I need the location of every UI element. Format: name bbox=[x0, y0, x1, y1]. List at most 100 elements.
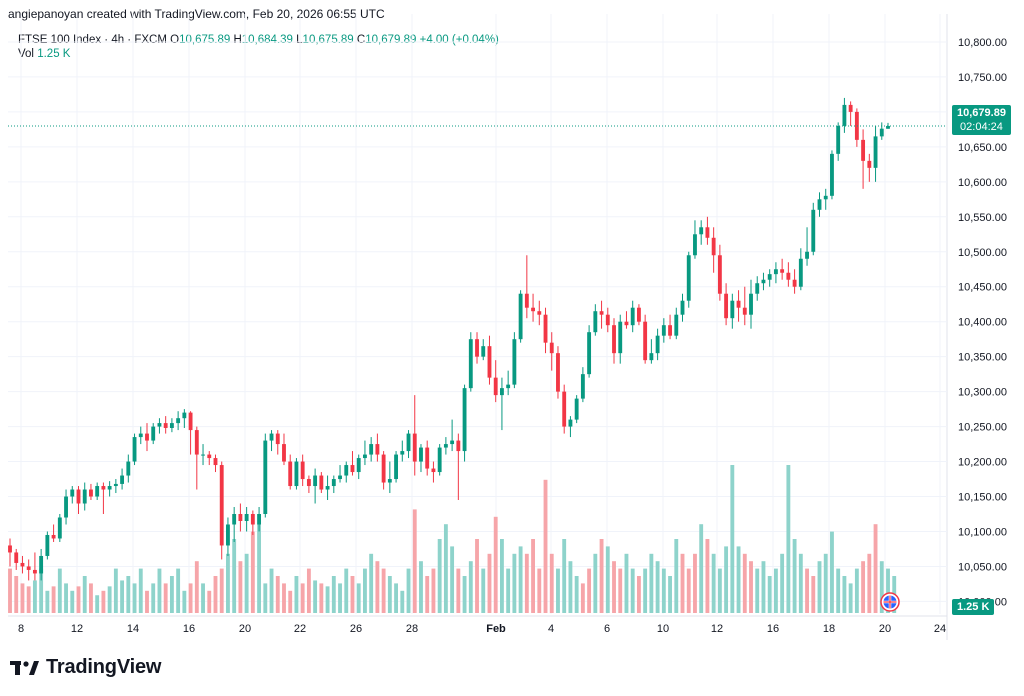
candle-body bbox=[481, 346, 486, 357]
volume-bar bbox=[188, 583, 193, 613]
volume-bar bbox=[437, 539, 442, 613]
volume-bar bbox=[618, 568, 623, 613]
y-tick-label: 10,650.00 bbox=[958, 142, 1007, 154]
y-tick-label: 10,750.00 bbox=[958, 72, 1007, 84]
volume-bar bbox=[14, 576, 19, 613]
volume-bar bbox=[288, 590, 293, 613]
volume-bar bbox=[57, 568, 62, 613]
volume-bar bbox=[257, 524, 262, 613]
candle-body bbox=[64, 496, 68, 518]
volume-bar bbox=[363, 568, 367, 613]
volume-bar bbox=[524, 553, 529, 613]
volume-bar bbox=[126, 576, 131, 613]
volume-bar bbox=[300, 583, 305, 613]
candle-body bbox=[176, 418, 181, 424]
volume-bar bbox=[823, 553, 828, 613]
candle-body bbox=[45, 534, 50, 556]
volume-bar bbox=[686, 568, 691, 613]
brand-name: TradingView bbox=[46, 656, 162, 678]
y-tick-label: 10,150.00 bbox=[958, 492, 1007, 504]
ohlc-legend: FTSE 100 Index · 4h · FXCM O10,675.89 H1… bbox=[18, 32, 499, 48]
volume-bar bbox=[275, 576, 280, 613]
volume-bar bbox=[668, 576, 672, 613]
volume-bar bbox=[76, 586, 81, 613]
volume-bar bbox=[39, 568, 44, 613]
candle-body bbox=[562, 391, 567, 427]
candle-body bbox=[145, 433, 149, 441]
symbol-label[interactable]: FTSE 100 Index · 4h · FXCM bbox=[18, 34, 167, 46]
x-tick-label: 16 bbox=[183, 623, 195, 635]
candle-body bbox=[867, 160, 872, 168]
volume-bar bbox=[325, 586, 330, 613]
volume-bar bbox=[605, 546, 610, 613]
candle-body bbox=[724, 293, 729, 319]
candle-body bbox=[574, 398, 579, 420]
volume-bar bbox=[51, 586, 56, 613]
candle-body bbox=[400, 451, 405, 455]
candle-body bbox=[711, 237, 716, 256]
candle-body bbox=[163, 423, 168, 428]
footer-logo[interactable]: TradingView bbox=[10, 656, 161, 679]
candle-body bbox=[805, 251, 809, 259]
candle-body bbox=[699, 227, 704, 235]
volume-bar bbox=[580, 583, 585, 613]
volume-bar bbox=[419, 561, 423, 613]
candle-body bbox=[493, 377, 498, 396]
candle-body bbox=[250, 514, 255, 525]
candle-body bbox=[618, 321, 623, 354]
candle-body bbox=[282, 444, 286, 462]
volume-bar bbox=[811, 576, 816, 613]
candle-body bbox=[593, 311, 598, 333]
candle-body bbox=[14, 552, 19, 563]
volume-bar bbox=[705, 539, 710, 613]
candle-body bbox=[736, 300, 741, 308]
volume-bar bbox=[680, 553, 685, 613]
volume-bar bbox=[462, 576, 467, 613]
volume-bar bbox=[207, 590, 212, 613]
candle-body bbox=[39, 555, 44, 574]
volume-bar bbox=[412, 509, 417, 613]
volume-badge: 1.25 K bbox=[952, 599, 995, 615]
candle-body bbox=[394, 454, 399, 480]
candle-body bbox=[624, 321, 629, 326]
candle-body bbox=[643, 321, 648, 361]
candle-body bbox=[668, 325, 672, 336]
candle-body bbox=[462, 388, 467, 452]
volume-bar bbox=[487, 553, 492, 613]
volume-bar bbox=[468, 561, 473, 613]
candle-body bbox=[780, 269, 785, 273]
candle-body bbox=[288, 461, 293, 487]
candle-body bbox=[95, 486, 100, 497]
candle-body bbox=[263, 440, 268, 514]
volume-bar bbox=[226, 553, 230, 613]
candle-body bbox=[425, 447, 430, 469]
candle-body bbox=[568, 419, 573, 427]
x-tick-label: 16 bbox=[767, 623, 779, 635]
candle-body bbox=[674, 314, 679, 336]
volume-bar bbox=[879, 561, 884, 613]
candle-body bbox=[792, 279, 797, 287]
volume-label: Vol bbox=[18, 48, 34, 60]
y-tick-label: 10,450.00 bbox=[958, 282, 1007, 294]
candle-body bbox=[375, 444, 380, 455]
volume-bar bbox=[636, 576, 641, 613]
candle-body bbox=[213, 458, 218, 466]
candle-body bbox=[182, 412, 187, 419]
volume-bar bbox=[113, 568, 118, 613]
candle-body bbox=[475, 339, 479, 357]
candle-body bbox=[450, 440, 455, 445]
volume-bar bbox=[842, 576, 847, 613]
candle-body bbox=[798, 258, 803, 287]
candle-body bbox=[325, 486, 330, 490]
candle-body bbox=[419, 447, 423, 462]
candle-body bbox=[201, 454, 205, 456]
volume-bar bbox=[201, 583, 205, 613]
candle-body bbox=[369, 444, 374, 455]
candle-body bbox=[842, 104, 847, 126]
volume-bar bbox=[294, 576, 299, 613]
candle-body bbox=[655, 335, 660, 354]
volume-bar bbox=[661, 568, 666, 613]
volume-bar bbox=[512, 553, 517, 613]
volume-bar bbox=[375, 561, 380, 613]
